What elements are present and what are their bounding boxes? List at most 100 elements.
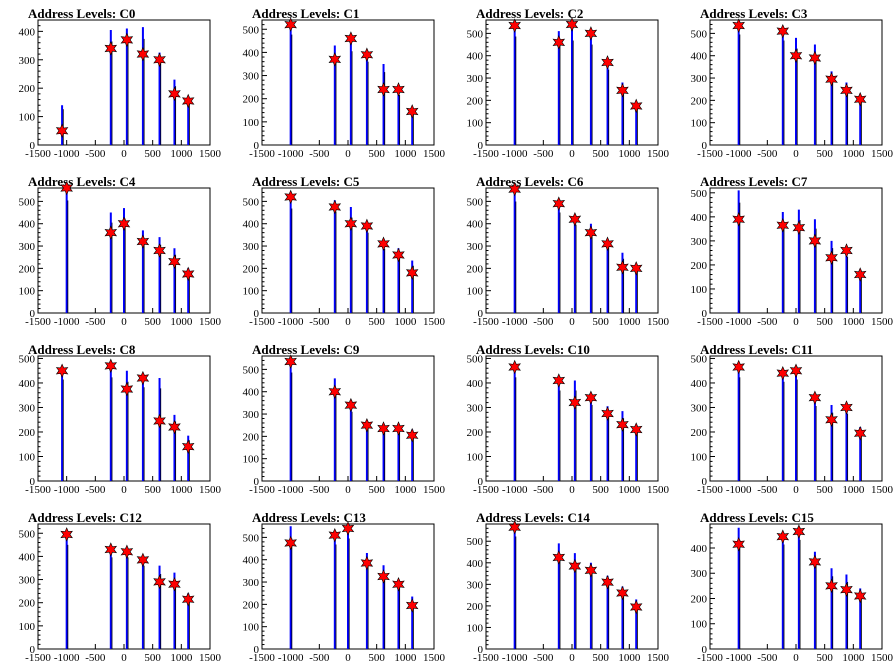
level-marker [284, 17, 297, 32]
y-tick-label: 400 [467, 558, 484, 570]
level-marker [181, 591, 195, 607]
level-marker [840, 400, 853, 415]
x-tick-label: -500 [85, 484, 106, 496]
x-tick-label: -1500 [697, 316, 723, 328]
y-tick-label: 100 [243, 454, 260, 466]
plot-frame [485, 355, 659, 482]
y-tick-label: 300 [243, 71, 260, 83]
y-tick-label: 200 [467, 263, 484, 275]
level-marker [732, 536, 745, 552]
y-tick-label: 500 [243, 196, 260, 208]
level-marker [808, 390, 822, 405]
x-tick-label: 1000 [842, 652, 865, 664]
level-marker [153, 52, 166, 68]
chart-title: Address Levels: C7 [700, 174, 808, 189]
x-tick-label: -500 [757, 652, 778, 664]
y-tick-label: 300 [691, 236, 708, 248]
level-marker [789, 363, 803, 378]
y-tick-label: 400 [243, 47, 260, 59]
level-marker [60, 527, 73, 542]
level-marker [584, 26, 598, 41]
y-tick-label: 200 [691, 593, 708, 605]
level-marker [284, 354, 297, 369]
x-tick-label: 500 [816, 484, 833, 496]
level-marker [840, 83, 853, 98]
x-tick-label: 500 [368, 148, 385, 160]
x-tick-label: 500 [368, 316, 385, 328]
x-tick-label: -1000 [54, 148, 80, 160]
x-tick-label: -500 [757, 148, 778, 160]
y-tick-label: 0 [478, 644, 484, 656]
x-tick-label: 1500 [423, 652, 446, 664]
y-tick-label: 500 [243, 364, 260, 376]
x-tick-label: 0 [121, 148, 127, 160]
x-tick-label: 0 [345, 316, 351, 328]
level-marker [732, 359, 745, 375]
y-tick-label: 0 [478, 476, 484, 488]
x-tick-label: -1500 [25, 652, 51, 664]
x-tick-label: -1500 [473, 316, 499, 328]
x-tick-label: 1000 [842, 148, 865, 160]
x-tick-label: -1000 [54, 316, 80, 328]
y-tick-label: 400 [243, 387, 260, 399]
chart-title: Address Levels: C6 [476, 174, 584, 189]
x-tick-label: 1500 [423, 316, 446, 328]
y-tick-label: 300 [467, 579, 484, 591]
chart-title: Address Levels: C14 [476, 510, 590, 525]
chart-title: Address Levels: C4 [28, 174, 136, 189]
x-tick-label: -1500 [25, 148, 51, 160]
y-tick-label: 400 [243, 555, 260, 567]
y-tick-label: 0 [254, 308, 260, 320]
y-tick-label: 300 [243, 241, 260, 253]
level-marker [568, 212, 582, 227]
x-tick-label: 500 [816, 148, 833, 160]
level-marker [732, 212, 745, 227]
x-tick-label: 500 [144, 484, 161, 496]
chart-plot: 0 100 200 300 400 500 -1500 -1000 -500 0 500 1000 15… [467, 17, 670, 160]
level-marker [789, 48, 803, 63]
x-tick-label: 0 [121, 316, 127, 328]
x-tick-label: 1500 [871, 316, 894, 328]
y-tick-label: 0 [254, 476, 260, 488]
y-tick-label: 400 [19, 551, 36, 563]
level-marker [508, 181, 521, 197]
level-marker [328, 384, 342, 399]
x-tick-label: -500 [85, 652, 106, 664]
chart-title: Address Levels: C13 [252, 510, 366, 525]
level-marker [136, 234, 150, 249]
level-marker [405, 104, 419, 119]
x-tick-label: -1000 [502, 316, 528, 328]
level-marker [344, 397, 358, 413]
y-tick-label: 300 [19, 402, 36, 414]
y-tick-label: 0 [702, 644, 708, 656]
x-tick-label: -1500 [697, 148, 723, 160]
x-tick-label: 500 [368, 652, 385, 664]
chart-plot: 0 100 200 300 400 500 -1500 -1000 -500 0 500 1000 15… [691, 353, 894, 496]
level-marker [808, 50, 822, 66]
level-marker [825, 71, 838, 87]
x-tick-label: 1000 [394, 484, 417, 496]
level-marker [616, 83, 629, 98]
x-tick-label: -1500 [697, 652, 723, 664]
y-tick-label: 500 [467, 196, 484, 208]
y-tick-label: 0 [254, 644, 260, 656]
x-tick-label: -1000 [54, 484, 80, 496]
y-tick-label: 100 [691, 284, 708, 296]
histogram-panel: Address Levels: C4 0 100 200 300 400 500 -1500-… [0, 168, 224, 336]
level-marker [341, 521, 355, 536]
y-tick-label: 0 [702, 140, 708, 152]
x-tick-label: 500 [592, 652, 609, 664]
plot-frame [709, 187, 883, 314]
level-marker [55, 123, 69, 139]
y-tick-label: 200 [19, 598, 36, 610]
x-tick-label: -1500 [249, 148, 275, 160]
x-tick-label: 500 [592, 316, 609, 328]
x-tick-label: 1000 [394, 148, 417, 160]
x-tick-label: -1000 [502, 484, 528, 496]
level-marker [808, 554, 822, 570]
y-tick-label: 300 [243, 577, 260, 589]
y-tick-label: 200 [243, 94, 260, 106]
level-marker [104, 225, 118, 240]
x-tick-label: 1500 [871, 652, 894, 664]
